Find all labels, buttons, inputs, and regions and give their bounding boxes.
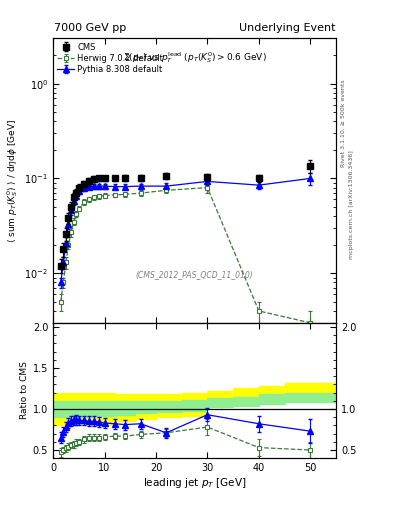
Text: (CMS_2012_PAS_QCD_11_010): (CMS_2012_PAS_QCD_11_010) <box>136 270 253 279</box>
Legend: CMS, Herwig 7.0.2 default, Pythia 8.308 default: CMS, Herwig 7.0.2 default, Pythia 8.308 … <box>55 41 165 75</box>
Text: Rivet 3.1.10, ≥ 500k events: Rivet 3.1.10, ≥ 500k events <box>341 79 346 167</box>
Text: $\Sigma(p_T)$ vs $p_T^{\rm lead}$ $(p_T(K_S^0) > 0.6$ GeV$)$: $\Sigma(p_T)$ vs $p_T^{\rm lead}$ $(p_T(… <box>123 50 266 65</box>
Text: Underlying Event: Underlying Event <box>239 23 335 33</box>
Y-axis label: $\langle$ sum $p_T(K_S^0)$ $\rangle$ / d$\eta$d$\phi$ [GeV]: $\langle$ sum $p_T(K_S^0)$ $\rangle$ / d… <box>5 119 20 243</box>
Text: mcplots.cern.ch [arXiv:1306.3436]: mcplots.cern.ch [arXiv:1306.3436] <box>349 151 354 259</box>
Y-axis label: Ratio to CMS: Ratio to CMS <box>20 361 29 419</box>
Text: 7000 GeV pp: 7000 GeV pp <box>54 23 126 33</box>
X-axis label: leading jet $p_T$ [GeV]: leading jet $p_T$ [GeV] <box>143 476 246 490</box>
